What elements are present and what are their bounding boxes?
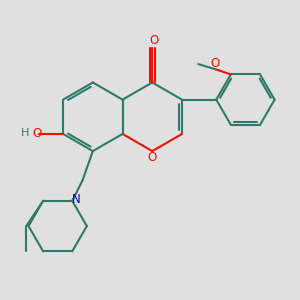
Text: N: N xyxy=(72,193,81,206)
Text: O: O xyxy=(211,57,220,70)
Text: H: H xyxy=(20,128,29,138)
Text: O: O xyxy=(148,151,157,164)
Text: O: O xyxy=(33,127,42,140)
Text: O: O xyxy=(149,34,159,47)
